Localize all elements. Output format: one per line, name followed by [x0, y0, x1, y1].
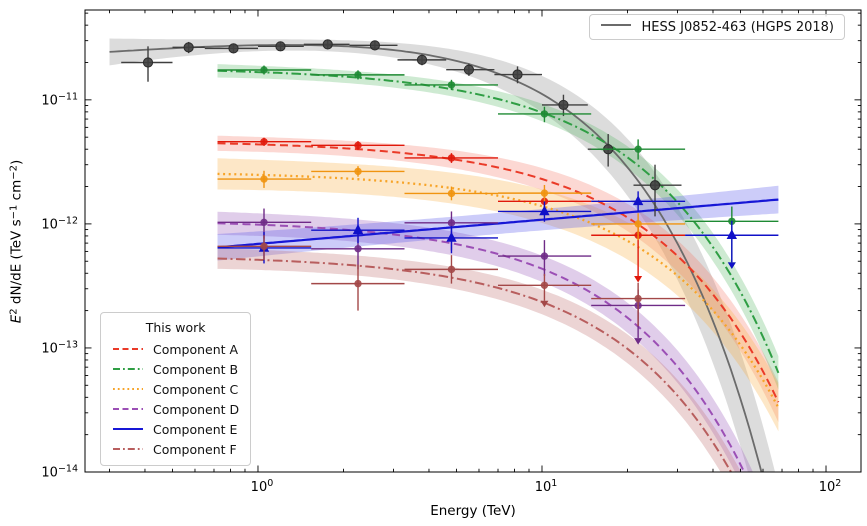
hess-point — [142, 57, 154, 68]
hess-point — [463, 64, 475, 75]
component-b-point — [260, 66, 268, 74]
component-f-limit-arrow-icon — [540, 300, 549, 308]
component-e-point — [539, 205, 550, 216]
legend-entry-label: Component A — [153, 341, 239, 357]
y-tick-label: 10−14 — [41, 464, 78, 481]
component-f-point — [540, 281, 549, 289]
component-a-limit-arrow-icon — [634, 276, 643, 283]
component-e-point — [352, 224, 364, 234]
component-f-point — [260, 242, 268, 250]
hess-point — [512, 69, 523, 80]
component-a-point — [447, 154, 456, 162]
component-f-point — [447, 265, 456, 274]
component-d-limit-arrow-icon — [634, 338, 643, 345]
component-d-point — [447, 219, 456, 227]
hess-curve — [109, 43, 763, 472]
legend-hess: HESS J0852-463 (HGPS 2018) — [588, 14, 845, 40]
plot-frame — [84, 9, 862, 473]
x-tick-label: 102 — [819, 478, 842, 495]
y-tick-label: 10−11 — [41, 91, 78, 108]
component-e-point — [726, 229, 738, 240]
component-d-point — [540, 252, 549, 260]
component-d-point — [260, 218, 268, 227]
hess-point — [558, 99, 569, 111]
component-e-limit-arrow-icon — [727, 262, 736, 269]
x-tick-label: 101 — [535, 478, 558, 495]
component-a-legend-line-sample — [113, 348, 143, 350]
hess-point — [369, 40, 380, 51]
legend-this-work: This work Component A Component B Componen… — [100, 312, 252, 466]
legend-entry-component-d: Component D — [112, 399, 239, 419]
component-d-legend-line-sample — [113, 408, 143, 410]
hess-point — [228, 43, 239, 54]
hess-point — [649, 180, 661, 191]
component-b-point — [447, 81, 456, 89]
legend-entry-component-f: Component F — [112, 439, 239, 459]
legend-entry-label: Component E — [153, 421, 238, 437]
component-e-point — [446, 231, 457, 242]
y-tick-label: 10−12 — [41, 215, 78, 232]
component-c-point — [260, 175, 268, 183]
component-c-point — [447, 189, 456, 198]
legend-entry-label: Component D — [153, 401, 240, 417]
component-b-curve — [217, 69, 780, 374]
component-d-point — [354, 245, 362, 253]
component-b-point — [634, 145, 642, 153]
legend-entry-label: Component B — [153, 361, 239, 377]
y-tick-label: 10−13 — [41, 339, 78, 356]
component-f-curve — [217, 257, 733, 472]
component-e-point — [632, 195, 644, 206]
component-a-point — [354, 141, 362, 150]
component-c-curve — [217, 172, 780, 409]
component-c-point — [634, 220, 642, 228]
x-axis-label: Energy (TeV) — [430, 503, 516, 519]
legend-entry-list: Component A Component B Component C Compone… — [112, 339, 239, 459]
hess-point — [275, 41, 286, 52]
legend-entry-component-e: Component E — [112, 419, 239, 439]
y-axis-label: E2 dN/dE (TeV s−1 cm−2) — [8, 159, 25, 324]
component-d-band — [217, 211, 753, 472]
legend-hess-label: HESS J0852-463 (HGPS 2018) — [641, 19, 834, 35]
legend-entry-component-b: Component B — [112, 359, 239, 379]
component-b-point — [354, 71, 362, 79]
legend-title: This work — [145, 320, 206, 335]
legend-entry-label: Component C — [153, 381, 239, 397]
legend-entry-label: Component F — [153, 441, 237, 457]
component-e-legend-line-sample — [113, 428, 143, 430]
hess-point — [322, 39, 333, 50]
component-f-point — [354, 279, 362, 288]
component-c-band — [217, 158, 779, 432]
component-c-point — [354, 167, 362, 176]
component-a-point — [260, 137, 268, 146]
hess-line-sample — [600, 19, 632, 35]
component-c-point — [540, 189, 549, 197]
legend-entry-component-a: Component A — [112, 339, 239, 359]
hess-point — [416, 54, 428, 65]
component-b-point — [540, 110, 549, 118]
hess-point — [183, 42, 194, 53]
legend-entry-component-c: Component C — [112, 379, 239, 399]
component-d-curve — [217, 222, 746, 472]
component-f-point — [634, 294, 642, 303]
hess-legend-line-sample — [600, 24, 631, 26]
component-a-curve — [217, 142, 780, 403]
component-f-legend-line-sample — [113, 448, 143, 450]
component-f-band — [217, 248, 742, 472]
x-tick-label: 100 — [251, 478, 274, 495]
component-b-legend-line-sample — [113, 368, 143, 370]
component-c-legend-line-sample — [113, 388, 143, 390]
